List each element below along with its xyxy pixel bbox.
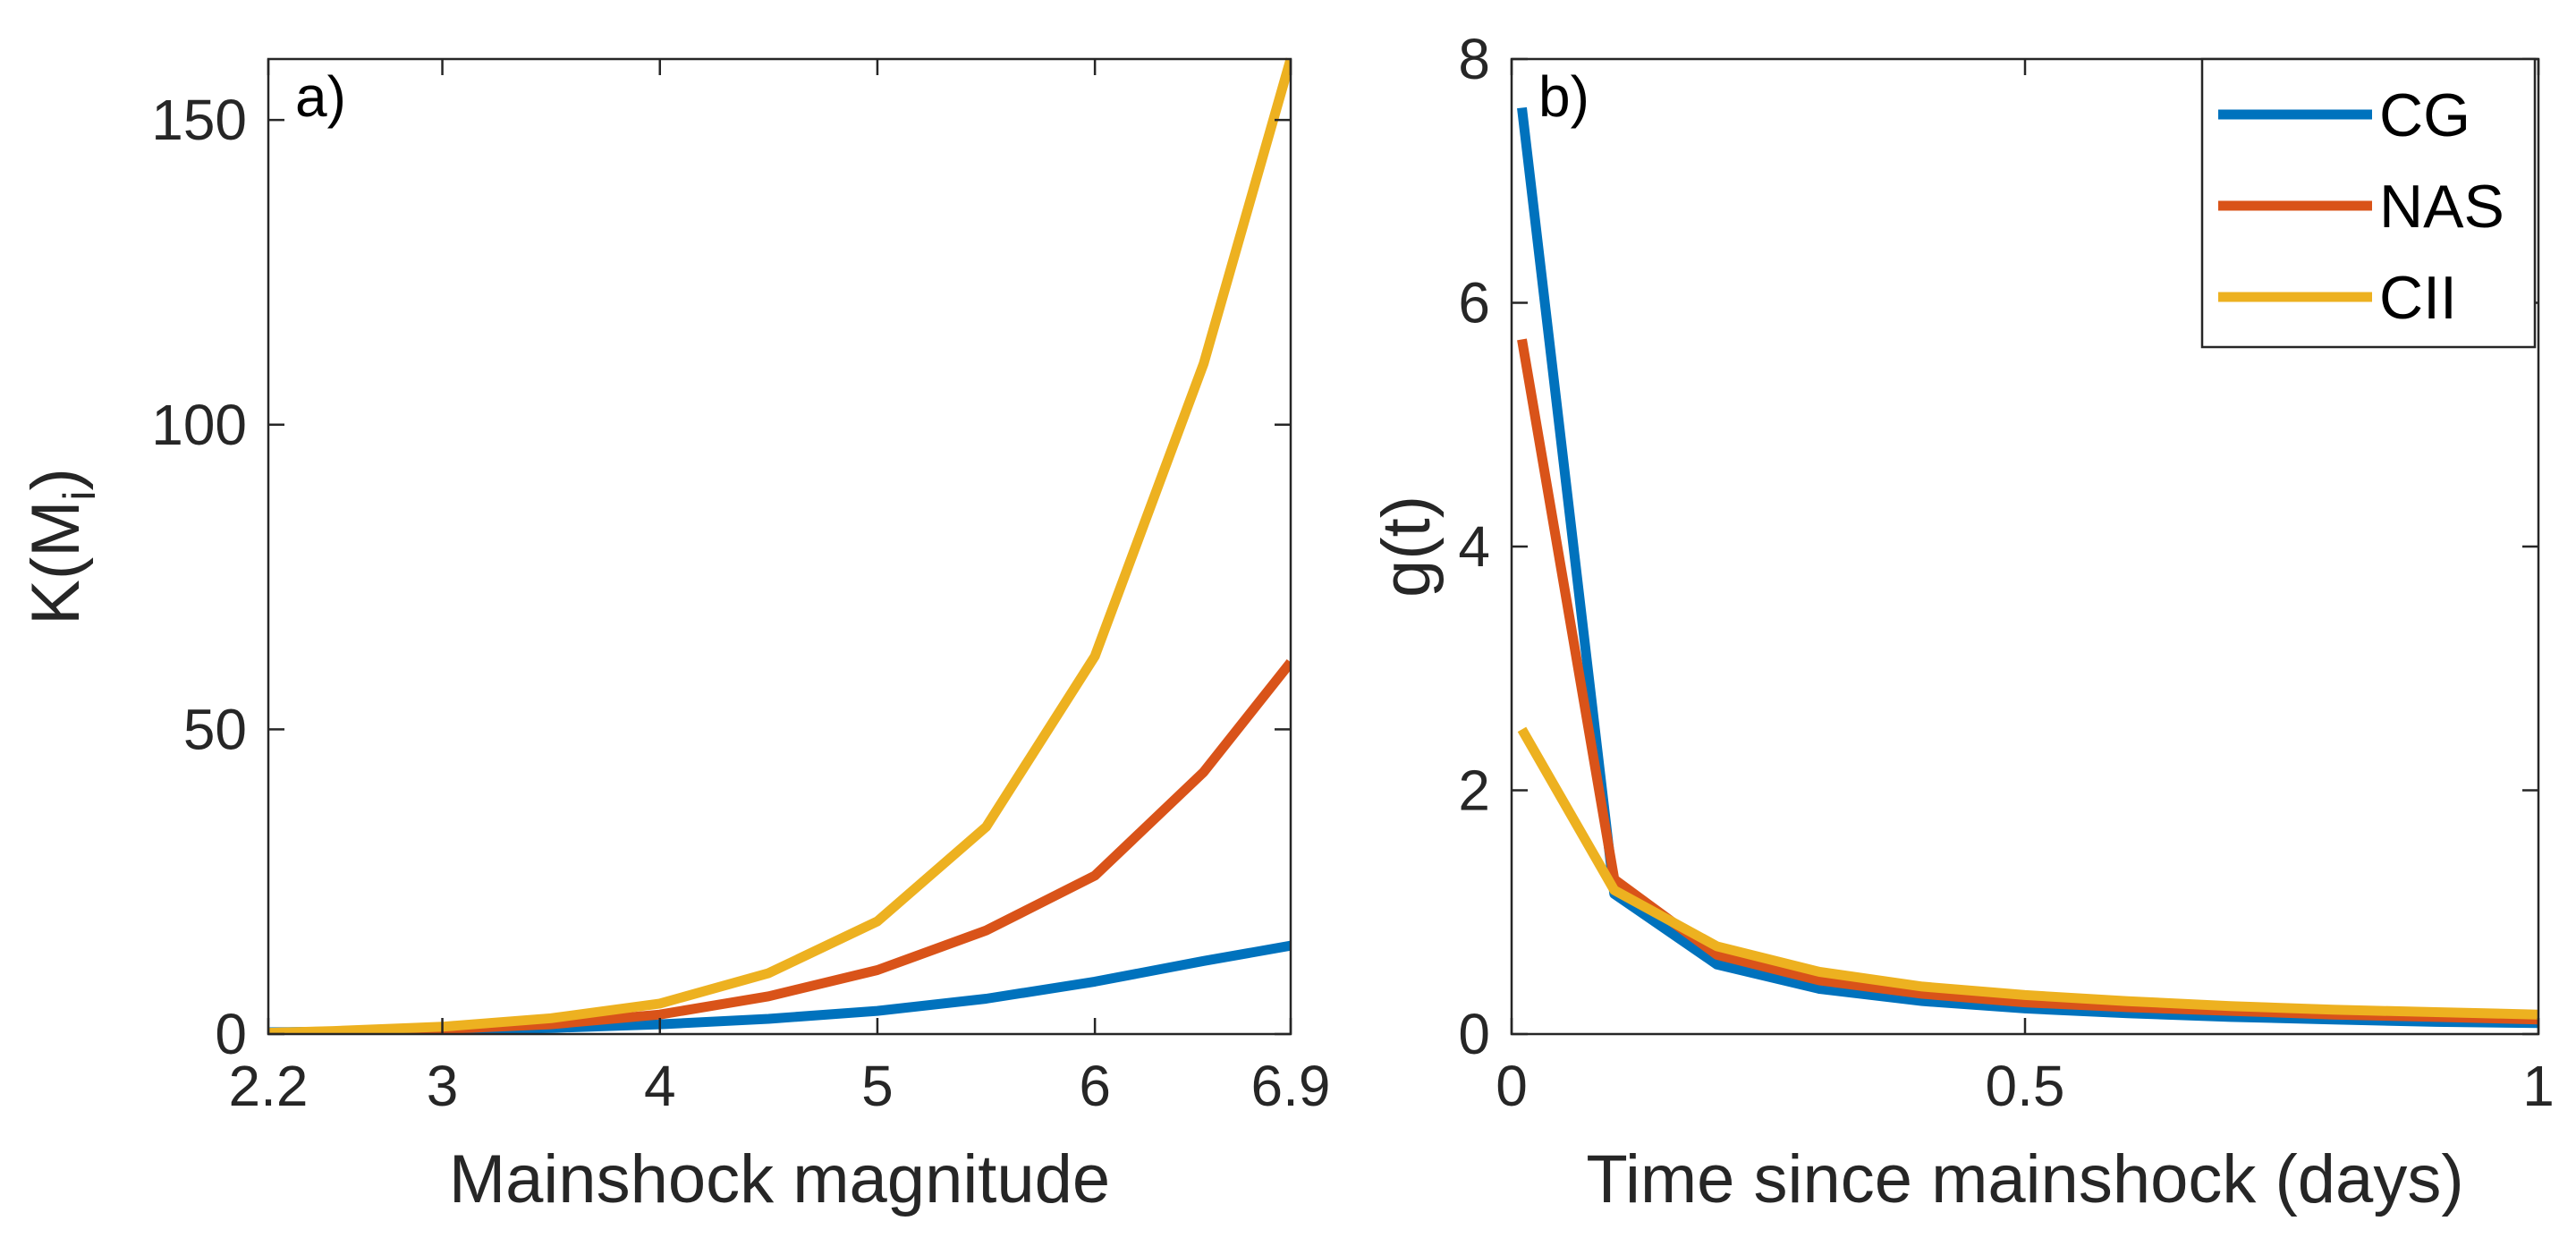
panel-a: 2.2 3 4 5 6 6.9 0 50 100 150 a) Mainshock magnitude… [18, 57, 1331, 1217]
y-axis-label-main: K(M [18, 501, 94, 625]
x-tick-label: 6 [1079, 1054, 1111, 1118]
y-tick-label: 6 [1458, 271, 1490, 335]
x-tick-label: 6.9 [1251, 1054, 1331, 1118]
y-tick-label: 2 [1458, 759, 1490, 823]
y-tick-label: 4 [1458, 514, 1490, 579]
x-tick-label: 0 [1496, 1054, 1528, 1118]
y-axis-label-main: g(t) [1368, 496, 1445, 598]
legend-label-cii: CII [2379, 264, 2457, 332]
x-tick-label: 5 [861, 1054, 894, 1118]
y-axis-label-close: ) [18, 468, 94, 490]
legend-label-cg: CG [2379, 81, 2470, 149]
panel-b: 0 0.5 1 0 2 4 6 8 b) Time since mainshock (days) g… [1368, 27, 2555, 1217]
y-tick-label: 8 [1458, 27, 1490, 91]
series-line-cii [268, 57, 1291, 1034]
x-tick-label: 1 [2522, 1054, 2555, 1118]
y-axis-label: K(Mi) [18, 468, 105, 625]
x-axis-label: Time since mainshock (days) [1586, 1141, 2463, 1217]
y-axis-label-subscript: i [55, 490, 105, 500]
y-tick-label: 100 [151, 393, 247, 457]
series-line-cii [1517, 726, 2538, 1020]
x-tick-label: 4 [644, 1054, 676, 1118]
x-axis-label: Mainshock magnitude [449, 1141, 1110, 1217]
panel-label: a) [295, 64, 346, 129]
y-tick-label: 150 [151, 88, 247, 152]
y-tick-label: 50 [183, 697, 247, 761]
x-tick-label: 3 [427, 1054, 459, 1118]
x-tick-label: 0.5 [1986, 1054, 2065, 1118]
y-tick-label: 0 [1458, 1002, 1490, 1066]
y-tick-label: 0 [215, 1002, 247, 1066]
legend-label-nas: NAS [2379, 173, 2504, 241]
y-axis-label: g(t) [1368, 496, 1445, 598]
axes-box [267, 57, 1292, 1036]
x-tick-label: 2.2 [229, 1054, 309, 1118]
panel-label: b) [1538, 64, 1589, 129]
